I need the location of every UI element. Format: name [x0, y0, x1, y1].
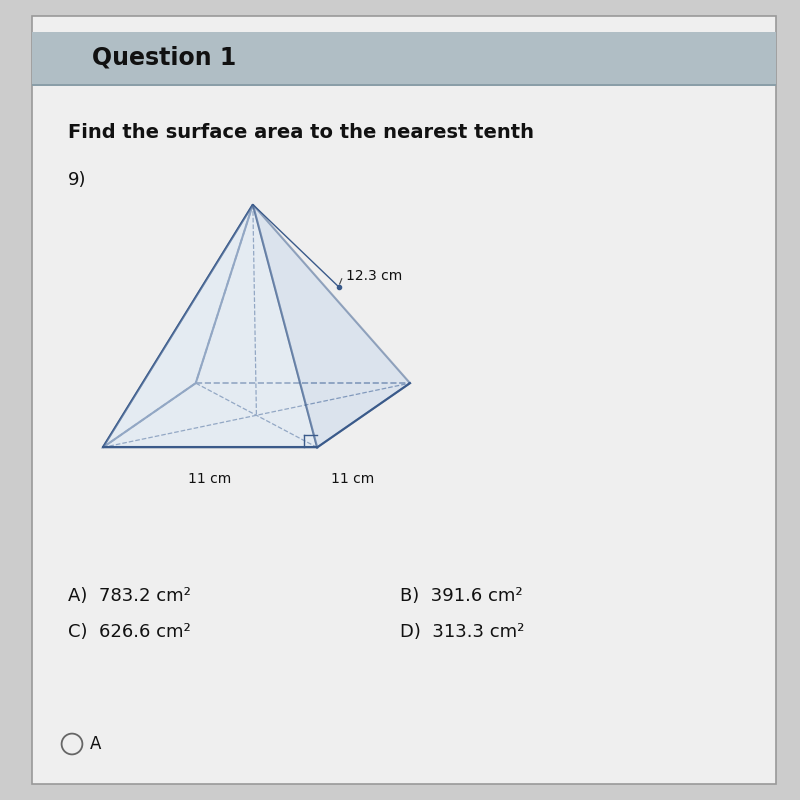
Polygon shape [253, 205, 410, 447]
Text: 11 cm: 11 cm [188, 472, 232, 486]
Text: 11 cm: 11 cm [331, 472, 374, 486]
Text: 12.3 cm: 12.3 cm [346, 269, 402, 283]
Polygon shape [103, 205, 317, 447]
Text: 9): 9) [68, 171, 86, 189]
Text: B)  391.6 cm²: B) 391.6 cm² [400, 587, 522, 605]
Text: A)  783.2 cm²: A) 783.2 cm² [68, 587, 191, 605]
Text: D)  313.3 cm²: D) 313.3 cm² [400, 623, 524, 641]
Text: A: A [90, 735, 101, 753]
Text: C)  626.6 cm²: C) 626.6 cm² [68, 623, 190, 641]
Text: Question 1: Question 1 [92, 46, 236, 70]
Text: Find the surface area to the nearest tenth: Find the surface area to the nearest ten… [68, 122, 534, 142]
